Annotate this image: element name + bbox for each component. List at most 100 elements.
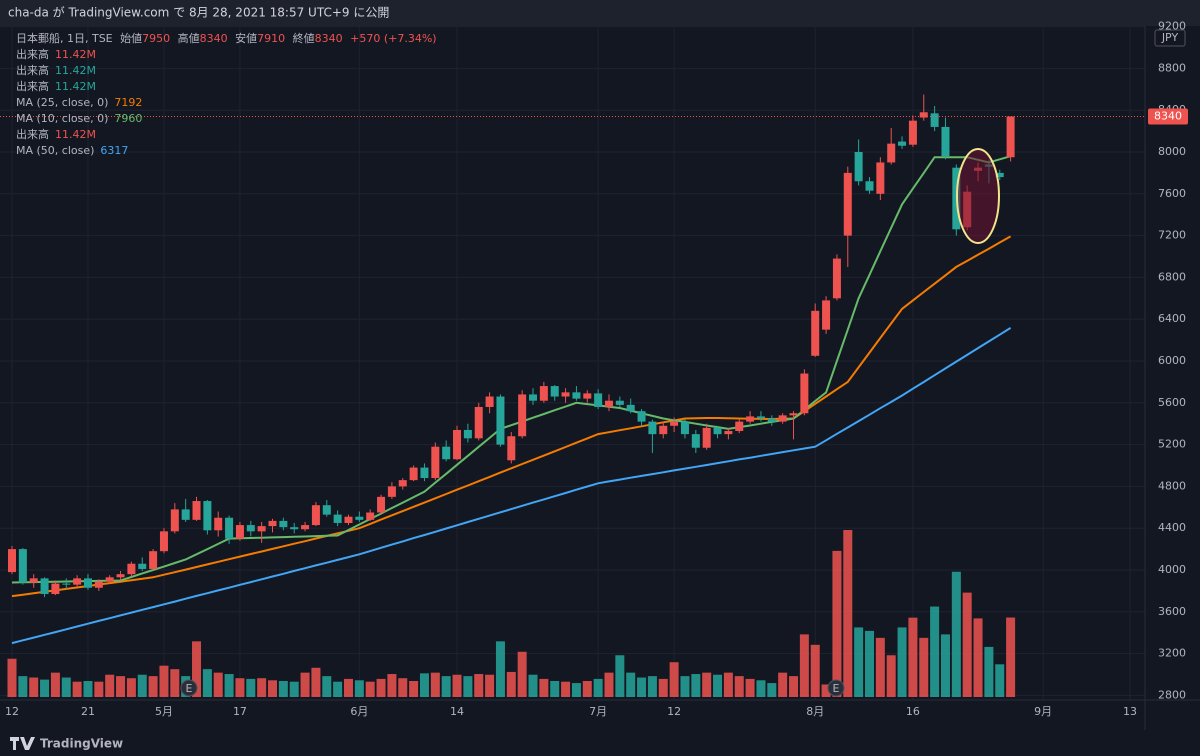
candle-body: [398, 480, 407, 487]
ma-line: [11, 327, 1012, 645]
legend-row: 出来高 11.42M: [16, 127, 96, 141]
candle-body: [409, 467, 418, 481]
candle-body: [420, 467, 429, 479]
earnings-label: E: [186, 682, 193, 695]
volume-bar: [94, 681, 104, 697]
volume-bar: [669, 662, 679, 697]
candle: [529, 388, 538, 405]
candle-body: [138, 563, 147, 569]
candle: [800, 369, 809, 416]
volume-bar: [973, 618, 983, 697]
candle: [474, 402, 483, 441]
volume-bar: [799, 634, 809, 697]
header-text: cha-da が TradingView.com で 8月 28, 2021 1…: [8, 5, 389, 20]
candle-body: [507, 436, 516, 461]
ma-line: [11, 235, 1012, 598]
volume-bar: [658, 678, 668, 697]
candle-body: [453, 429, 462, 460]
candle: [409, 465, 418, 482]
candle: [843, 166, 852, 267]
candle: [507, 432, 516, 464]
x-tick-label: 12: [667, 705, 681, 718]
volume-bar: [61, 677, 71, 697]
candle-body: [561, 392, 570, 397]
candle: [680, 419, 689, 439]
x-tick-label: 8月: [806, 705, 824, 718]
volume-bar: [691, 674, 701, 697]
y-tick-label: 5200: [1158, 438, 1186, 451]
footer-bar: [0, 730, 1200, 756]
legend-row: MA (50, close) 6317: [16, 144, 128, 157]
candle: [431, 442, 440, 481]
candle-body: [496, 396, 505, 445]
ohlc-label: 始値: [120, 31, 142, 45]
candle: [865, 177, 874, 194]
candle: [604, 394, 613, 412]
y-tick-label: 7200: [1158, 229, 1186, 242]
candle-body: [355, 516, 364, 520]
volume-bar: [452, 674, 462, 697]
candle: [854, 139, 863, 186]
candle-body: [83, 578, 92, 588]
candle-body: [474, 406, 483, 439]
volume-bar: [333, 681, 343, 697]
candle: [29, 574, 38, 588]
candle-body: [854, 152, 863, 182]
volume-bar: [387, 674, 397, 697]
volume-bar: [376, 678, 386, 697]
volume-bar: [539, 678, 549, 697]
candle-body: [724, 431, 733, 435]
ma-value: 7192: [114, 96, 142, 109]
candle: [485, 392, 494, 414]
ohlc-value: 7950: [142, 32, 170, 45]
candle-body: [594, 393, 603, 407]
volume-bar: [723, 672, 733, 697]
ma-name: MA (50, close): [16, 144, 94, 157]
volume-bar: [40, 679, 50, 697]
earnings-badge: [180, 679, 198, 697]
candle-body: [1006, 116, 1015, 158]
volume-bar: [126, 678, 136, 697]
ohlc-label: 高値: [178, 31, 200, 45]
volume-bar: [192, 641, 202, 697]
candle: [366, 509, 375, 521]
candle: [398, 478, 407, 490]
volume-bar: [832, 550, 842, 697]
footer-logo: TradingView: [40, 737, 123, 751]
volume-value: 11.42M: [55, 48, 96, 61]
candle: [735, 419, 744, 434]
volume-bar: [930, 606, 940, 697]
volume-bar: [495, 641, 505, 697]
candle-body: [51, 583, 60, 595]
header-bar: [0, 0, 1200, 26]
y-tick-label: 8800: [1158, 61, 1186, 74]
y-tick-label: 4000: [1158, 563, 1186, 576]
candle: [138, 557, 147, 572]
y-tick-label: 9200: [1158, 20, 1186, 33]
volume-bar: [626, 672, 636, 697]
x-tick-label: 5月: [155, 705, 173, 718]
candle: [583, 390, 592, 403]
volume-bar: [528, 674, 538, 697]
candle-body: [659, 425, 668, 435]
candle: [746, 411, 755, 424]
candle-body: [919, 112, 928, 118]
ma-name: MA (25, close, 0): [16, 96, 108, 109]
candle: [670, 417, 679, 433]
volume-bar: [789, 676, 799, 697]
volume-bar: [778, 672, 788, 697]
volume-bar: [268, 680, 278, 697]
volume-bar: [517, 651, 527, 697]
candle-body: [615, 400, 624, 405]
candle: [181, 498, 190, 522]
volume-value: 11.42M: [55, 64, 96, 77]
candle-body: [648, 421, 657, 435]
candle: [73, 575, 82, 588]
ma-value: 6317: [100, 144, 128, 157]
candle: [898, 136, 907, 149]
candle: [496, 394, 505, 447]
volume-bar: [419, 673, 429, 697]
candle-body: [214, 517, 223, 531]
candle: [518, 390, 527, 439]
